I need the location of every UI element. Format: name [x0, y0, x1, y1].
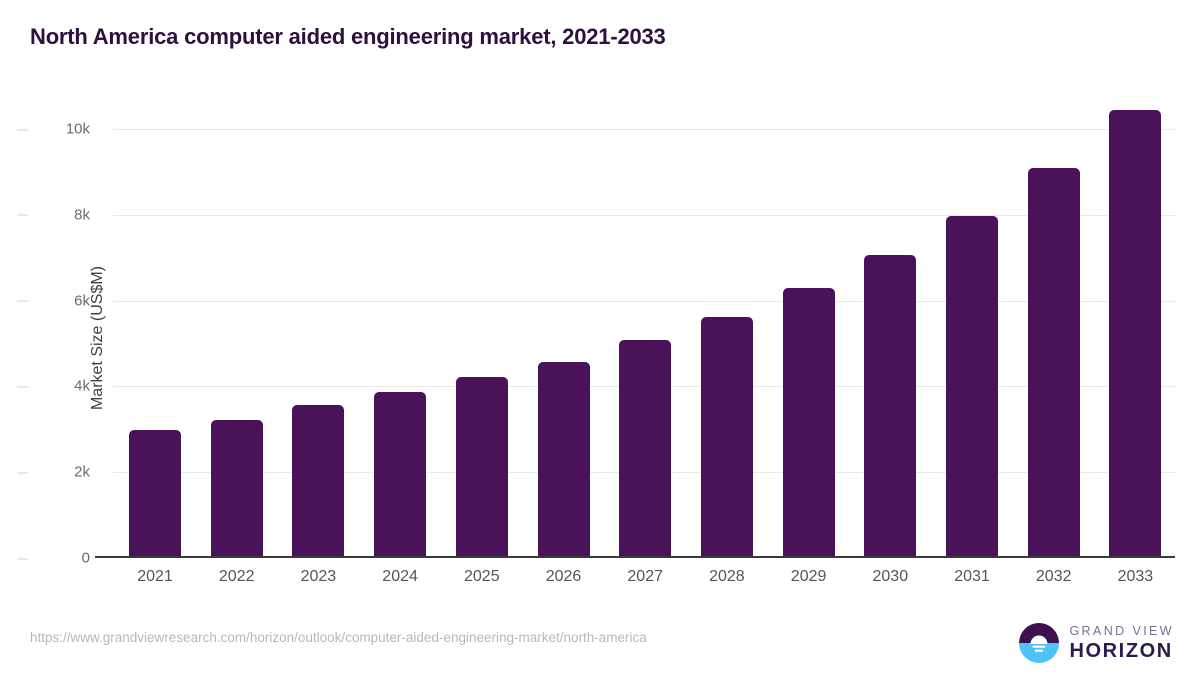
logo-wordmark: GRAND VIEW HORIZON: [1069, 625, 1174, 662]
gridline: [113, 129, 1175, 130]
bars-group: [113, 100, 1175, 558]
gridline: [113, 214, 1175, 216]
y-axis-title: Market Size (US$M): [89, 265, 107, 410]
logo-line-1: GRAND VIEW: [1069, 623, 1174, 638]
brand-logo[interactable]: GRAND VIEW HORIZON: [1018, 622, 1174, 664]
source-url[interactable]: https://www.grandviewresearch.com/horizo…: [30, 630, 647, 645]
x-axis-tick-label-2032: 2032: [1035, 568, 1072, 585]
bar-2022[interactable]: [210, 420, 263, 558]
plot-area: 0 2k 4k 6k 8k 10k: [17, 100, 1175, 567]
y-axis-tick-label: 4k: [17, 378, 90, 395]
x-axis-tick-label-2025: 2025: [464, 568, 500, 585]
bar-2026[interactable]: [537, 361, 590, 558]
bar-2027[interactable]: [619, 340, 672, 558]
y-axis-tick-mark: [17, 214, 28, 216]
x-axis-tick-label-2029: 2029: [790, 568, 827, 585]
page-title: North America computer aided engineering…: [30, 24, 666, 49]
y-axis-tick-mark: [17, 472, 28, 474]
y-axis-tick-mark: [17, 300, 28, 302]
y-axis-tick-label: 6k: [17, 292, 90, 309]
bar-2028[interactable]: [700, 316, 753, 558]
horizon-sun-circle-icon: [1019, 623, 1060, 663]
y-axis-tick-label: 0: [17, 550, 90, 567]
gridline: [113, 300, 1175, 302]
x-axis-tick-label-2023: 2023: [300, 568, 337, 585]
x-axis-tick-label-2021: 2021: [137, 568, 173, 585]
x-axis-tick-label-2026: 2026: [545, 568, 582, 585]
y-axis-tick-label: 2k: [17, 464, 90, 481]
x-axis-tick-label-2027: 2027: [627, 568, 663, 585]
x-axis-tick-label-2031: 2031: [954, 568, 990, 585]
y-axis-tick-mark: [17, 558, 28, 559]
bar-2033[interactable]: [1109, 109, 1162, 558]
x-axis-tick-label-2033: 2033: [1117, 568, 1154, 585]
x-axis-line: [95, 556, 1175, 558]
x-axis-tick-label-2030: 2030: [872, 568, 909, 585]
bar-2024[interactable]: [374, 392, 427, 558]
bar-2029[interactable]: [782, 288, 835, 558]
bar-2032[interactable]: [1027, 168, 1080, 558]
y-axis-tick-label: 10k: [17, 121, 90, 138]
bar-2030[interactable]: [864, 255, 917, 558]
y-axis-tick-mark: [17, 129, 28, 130]
x-axis-tick-label-2028: 2028: [709, 568, 745, 585]
y-axis-tick-mark: [17, 386, 28, 388]
logo-line-2: HORIZON: [1069, 640, 1173, 663]
x-axis-tick-label-2022: 2022: [218, 568, 255, 585]
bar-2023[interactable]: [292, 404, 345, 558]
bar-2031[interactable]: [946, 216, 998, 558]
y-axis-tick-label: 8k: [17, 206, 90, 223]
bar-2021[interactable]: [129, 430, 181, 558]
bar-2025[interactable]: [455, 377, 508, 558]
x-axis-tick-label-2024: 2024: [382, 568, 418, 585]
